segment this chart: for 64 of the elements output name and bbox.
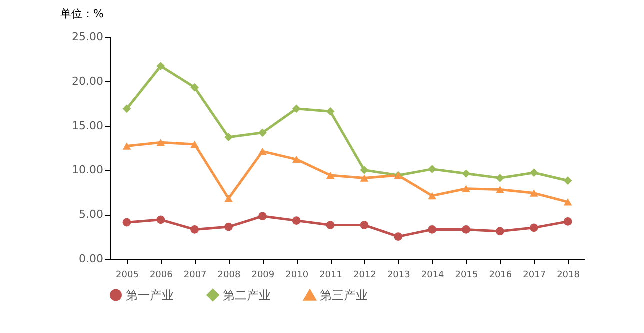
- y-tick-label: 25.00: [72, 30, 104, 44]
- point: [428, 226, 437, 234]
- point: [122, 104, 132, 114]
- y-tick-label: 5.00: [79, 208, 104, 222]
- y-tick-label: 20.00: [72, 74, 104, 88]
- x-tick-label: 2017: [523, 270, 546, 280]
- x-tick-label: 2016: [489, 270, 512, 280]
- y-tick-label: 15.00: [72, 119, 104, 132]
- point: [428, 165, 437, 174]
- point: [122, 142, 132, 150]
- point: [292, 216, 301, 225]
- point: [496, 186, 504, 194]
- point: [360, 174, 369, 182]
- y-tick-label: 0.00: [79, 252, 104, 266]
- point: [122, 218, 132, 227]
- x-tick-label: 2008: [218, 270, 241, 280]
- y-tick-label: 10.00: [72, 164, 104, 177]
- point: [224, 133, 233, 142]
- x-tick-label: 2010: [286, 270, 309, 280]
- point: [190, 83, 200, 92]
- x-tick-label: 2018: [557, 270, 580, 280]
- x-tick-label: 2009: [252, 270, 275, 280]
- x-tick-label: 2013: [387, 270, 410, 280]
- point: [462, 185, 470, 192]
- point: [156, 216, 166, 224]
- x-tick-label: 2007: [184, 270, 207, 280]
- point: [496, 174, 504, 182]
- point: [258, 212, 267, 221]
- point: [530, 224, 538, 232]
- x-tick-label: 2011: [320, 270, 342, 280]
- point: [156, 139, 166, 146]
- point: [360, 166, 369, 174]
- point: [258, 148, 267, 156]
- point: [360, 221, 369, 230]
- legend-label: 第三产业: [320, 288, 368, 303]
- point: [496, 227, 504, 236]
- point: [564, 176, 572, 186]
- point: [258, 128, 267, 138]
- x-tick-label: 2012: [354, 270, 376, 280]
- point: [394, 232, 403, 241]
- point: [156, 62, 166, 70]
- legend-label: 第一产业: [126, 288, 174, 302]
- y-axis-title: 单位：%: [60, 8, 104, 20]
- x-tick-label: 2015: [455, 270, 478, 280]
- x-tick-label: 2006: [150, 270, 174, 280]
- point: [428, 192, 437, 200]
- point: [190, 226, 200, 234]
- x-tick-label: 2014: [421, 270, 445, 280]
- point: [564, 218, 572, 226]
- point: [462, 170, 470, 178]
- point: [326, 172, 335, 180]
- legend-label: 第二产业: [223, 288, 271, 302]
- point: [190, 140, 200, 148]
- point: [326, 107, 335, 116]
- point: [292, 156, 301, 164]
- point: [530, 168, 538, 178]
- point: [564, 198, 572, 206]
- point: [530, 190, 538, 197]
- point: [462, 226, 470, 234]
- point: [224, 194, 233, 202]
- point: [224, 222, 233, 232]
- point: [292, 104, 301, 114]
- point: [326, 221, 335, 230]
- x-tick-label: 2005: [116, 270, 139, 280]
